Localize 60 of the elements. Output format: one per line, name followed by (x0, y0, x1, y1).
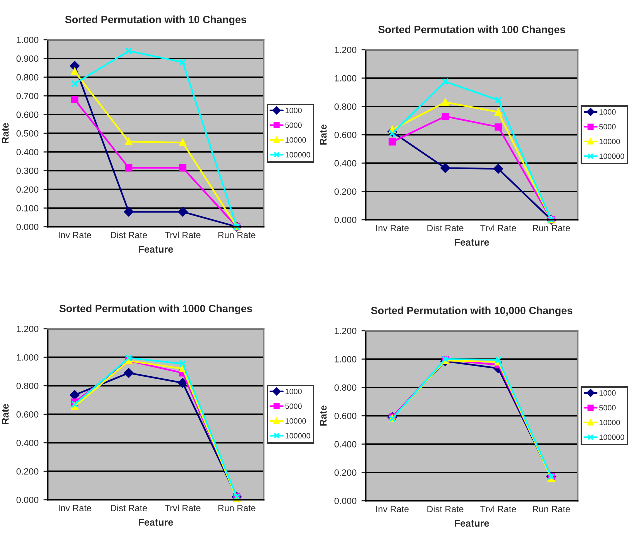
y-tick-label: 0.800 (334, 104, 357, 110)
x-tick-label: Run Rate (218, 505, 256, 512)
x-tick-label: Trvl Rate (165, 232, 201, 238)
y-tick-label: 0.600 (334, 132, 357, 138)
chart-title: Sorted Permutation with 1000 Changes (60, 304, 252, 315)
x-tick-label: Dist Rate (428, 506, 464, 512)
y-tick-label: 0.800 (334, 384, 357, 392)
y-axis-title: Rate (320, 406, 327, 426)
y-tick-label: 0.900 (16, 56, 39, 62)
y-axis-title: Rate (2, 404, 9, 424)
y-tick-label: 1.200 (335, 328, 357, 334)
chart-title: Sorted Permutation with 10,000 Changes (371, 306, 573, 317)
y-tick-label: 1.000 (335, 356, 357, 363)
x-tick-label: Trvl Rate (480, 224, 516, 232)
y-tick-label: 0.400 (334, 441, 357, 448)
y-tick-label: 0.500 (16, 130, 39, 137)
x-tick-label: Inv Rate (59, 505, 92, 512)
y-tick-label: 0.200 (16, 186, 39, 193)
chart-title: Sorted Permutation with 100 Changes (378, 26, 566, 36)
x-tick-label: Inv Rate (376, 506, 409, 512)
x-tick-label: Trvl Rate (480, 506, 516, 512)
x-axis-title: Feature (455, 520, 490, 527)
y-tick-label: 1.000 (335, 75, 357, 82)
y-tick-label: 0.600 (334, 412, 357, 420)
x-tick-label: Inv Rate (59, 232, 92, 238)
x-tick-label: Trvl Rate (165, 504, 201, 512)
y-axis-title: Rate (320, 124, 327, 145)
y-tick-label: 1.000 (17, 36, 39, 44)
y-tick-label: 0.200 (16, 468, 39, 475)
chart-title: Sorted Permutation with 10 Changes (65, 16, 246, 26)
x-axis-title: Feature (139, 519, 174, 526)
y-tick-label: 1.200 (335, 46, 357, 54)
y-tick-label: 0.600 (16, 112, 39, 118)
y-tick-label: 0.400 (16, 440, 39, 446)
y-tick-label: 0.800 (16, 382, 39, 390)
y-tick-label: 0.300 (16, 168, 39, 174)
y-axis-title: Rate (2, 123, 9, 144)
y-tick-label: 0.000 (334, 216, 357, 224)
x-tick-label: Run Rate (218, 232, 256, 238)
x-axis-title: Feature (455, 239, 490, 246)
y-tick-label: 0.200 (334, 188, 357, 196)
y-tick-label: 0.600 (16, 411, 39, 418)
y-tick-label: 0.400 (16, 149, 39, 156)
y-tick-label: 0.400 (334, 160, 357, 167)
y-tick-label: 1.000 (17, 354, 39, 361)
x-tick-label: Run Rate (533, 225, 570, 232)
y-tick-label: 0.100 (16, 205, 39, 212)
x-axis-title: Feature (139, 246, 174, 253)
x-tick-label: Run Rate (533, 506, 570, 512)
x-tick-label: Inv Rate (376, 225, 409, 232)
y-tick-label: 0.000 (16, 496, 39, 504)
y-tick-label: 0.000 (16, 224, 39, 230)
y-tick-label: 0.200 (334, 470, 357, 476)
y-tick-label: 0.700 (16, 93, 39, 100)
x-tick-label: Dist Rate (428, 224, 464, 232)
y-tick-label: 0.000 (334, 498, 357, 504)
x-tick-label: Dist Rate (111, 504, 148, 512)
y-tick-label: 1.200 (17, 326, 39, 332)
x-tick-label: Dist Rate (111, 232, 148, 238)
y-tick-label: 0.800 (16, 74, 39, 81)
